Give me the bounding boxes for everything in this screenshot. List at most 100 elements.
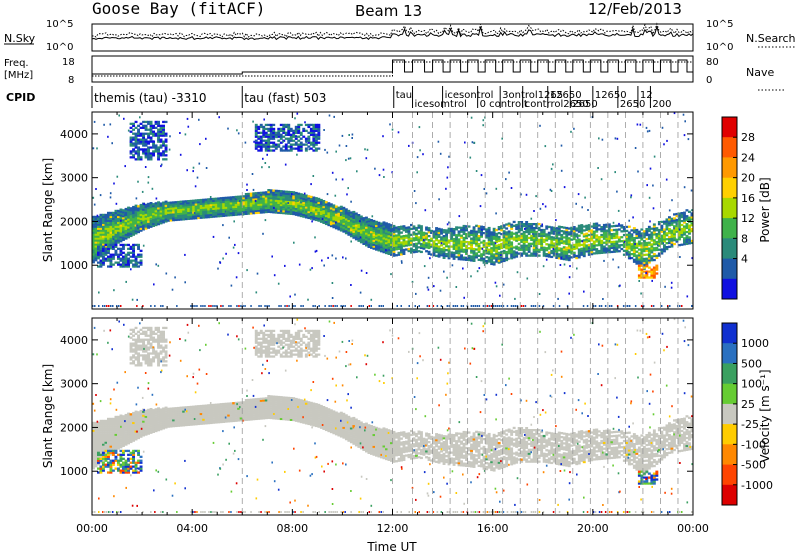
power-cell <box>227 204 230 206</box>
power-cell <box>671 230 674 232</box>
power-cell <box>145 227 148 229</box>
power-cell <box>638 241 641 243</box>
power-cell <box>222 207 225 209</box>
power-cell <box>130 229 133 231</box>
power-cell <box>107 214 110 216</box>
power-cell <box>295 206 298 208</box>
power-noise <box>289 296 291 298</box>
power-cell <box>127 248 130 250</box>
velocity-cell <box>157 423 160 425</box>
power-cell <box>100 214 103 216</box>
power-cell <box>673 237 676 239</box>
power-cell <box>305 208 308 210</box>
power-cell <box>322 202 325 204</box>
power-cell <box>585 227 588 229</box>
power-noise <box>684 134 686 136</box>
power-cell <box>225 213 228 215</box>
power-cell <box>312 138 315 140</box>
power-cell <box>355 222 358 224</box>
power-cell <box>165 216 168 218</box>
velocity-cell <box>112 422 115 424</box>
power-cell <box>445 245 448 247</box>
power-cell <box>262 128 265 130</box>
power-cell <box>418 236 421 238</box>
power-ground <box>679 305 681 307</box>
power-cell <box>485 244 488 246</box>
power-cell <box>105 248 108 250</box>
power-cell <box>350 235 353 237</box>
power-cell <box>302 198 305 200</box>
power-cell <box>250 212 253 214</box>
power-cell <box>132 133 135 135</box>
velocity-cell <box>175 425 178 427</box>
power-cell <box>578 254 581 256</box>
power-cell <box>105 258 108 260</box>
power-cell <box>275 132 278 134</box>
power-noise <box>238 132 240 134</box>
power-cell <box>227 210 230 212</box>
velocity-cell <box>120 417 123 419</box>
power-noise <box>123 118 125 120</box>
power-noise <box>236 197 238 199</box>
power-cell <box>370 243 373 245</box>
power-cell <box>398 242 401 244</box>
velocity-cell <box>147 417 150 419</box>
power-cell <box>272 201 275 203</box>
power-noise <box>372 215 374 217</box>
power-cell <box>230 210 233 212</box>
power-noise <box>470 275 472 277</box>
power-cell <box>275 198 278 200</box>
power-cell <box>162 219 165 221</box>
power-cell <box>385 246 388 248</box>
power-noise <box>340 214 342 216</box>
power-cell <box>681 224 684 226</box>
power-cell <box>460 241 463 243</box>
power-cell <box>375 248 378 250</box>
velocity-cell <box>170 410 173 412</box>
power-cell <box>115 241 118 243</box>
power-noise <box>491 243 493 245</box>
power-cell <box>100 241 103 243</box>
power-cell <box>180 203 183 205</box>
power-noise <box>477 270 479 272</box>
power-cell <box>673 213 676 215</box>
power-noise <box>414 190 416 192</box>
power-cell <box>513 237 516 239</box>
power-cell <box>147 225 150 227</box>
power-cell <box>327 214 330 216</box>
power-cell <box>140 208 143 210</box>
power-cell <box>142 127 145 129</box>
power-cell <box>420 237 423 239</box>
power-cell <box>340 218 343 220</box>
power-cell <box>265 195 268 197</box>
power-cell <box>570 248 573 250</box>
power-cell <box>322 212 325 214</box>
power-cell <box>307 201 310 203</box>
power-cell <box>498 252 501 254</box>
power-noise <box>103 124 105 126</box>
power-cell <box>368 224 371 226</box>
power-noise <box>236 276 238 278</box>
power-cell <box>428 229 431 231</box>
velocity-cell <box>167 420 170 422</box>
power-cell <box>490 237 493 239</box>
power-cell <box>145 121 148 123</box>
power-noise <box>383 176 385 178</box>
power-cell <box>262 192 265 194</box>
velocity-cell <box>150 408 153 410</box>
velocity-cell <box>172 423 175 425</box>
power-cell <box>415 251 418 253</box>
power-cell <box>127 218 130 220</box>
power-cell <box>443 237 446 239</box>
power-cell <box>555 251 558 253</box>
power-cell <box>378 241 381 243</box>
power-cell <box>563 258 566 260</box>
power-ground <box>479 305 481 307</box>
power-cell <box>610 225 613 227</box>
power-noise <box>98 292 100 294</box>
power-cell <box>285 197 288 199</box>
power-cell <box>130 217 133 219</box>
power-cell <box>498 244 501 246</box>
power-noise <box>137 263 139 265</box>
